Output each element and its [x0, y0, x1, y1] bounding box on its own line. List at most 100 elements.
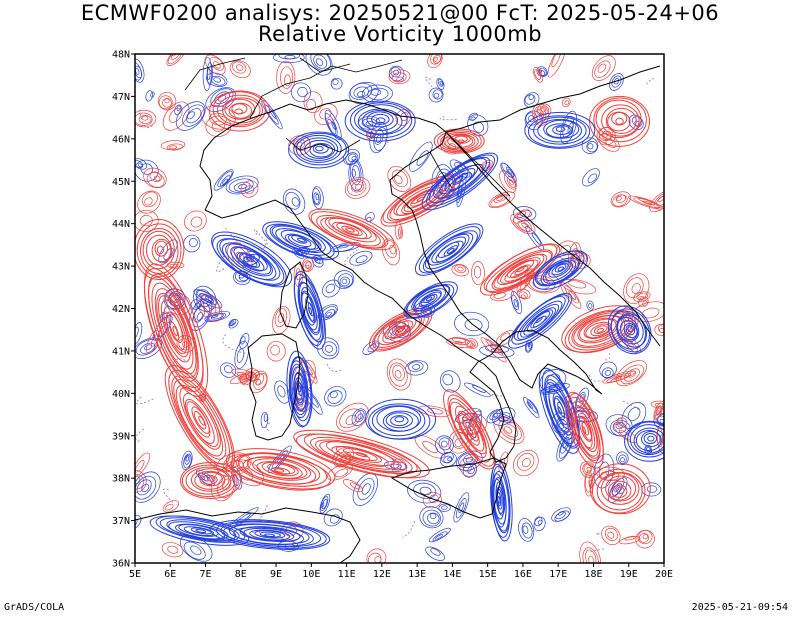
zero-contour: [224, 227, 242, 244]
positive-vorticity-cell: [561, 97, 571, 108]
negative-vorticity-cell: [273, 54, 305, 64]
negative-vorticity-cell: [524, 111, 596, 149]
zero-contour: [326, 363, 342, 372]
negative-vorticity-cell: [435, 435, 454, 455]
zero-contour: [258, 235, 267, 252]
zero-contour: [603, 334, 610, 349]
lat-tick-label: 40N: [112, 389, 130, 400]
zero-contour: [602, 353, 611, 361]
zero-contour: [139, 107, 153, 128]
negative-vorticity-cell: [522, 396, 540, 419]
positive-vorticity-cell: [610, 191, 631, 208]
sardinia-coastline: [247, 333, 301, 441]
positive-vorticity-cell: [336, 402, 369, 432]
coastlines-borders: [135, 57, 661, 563]
lon-tick-label: 11E: [338, 569, 356, 580]
lon-tick-label: 14E: [443, 569, 461, 580]
positive-vorticity-cell: [619, 535, 641, 545]
lat-tick-label: 36N: [112, 559, 130, 570]
negative-vorticity-cell: [183, 234, 201, 253]
lat-tick-label: 42N: [112, 304, 130, 315]
negative-vorticity-cell: [428, 527, 451, 543]
positive-vorticity-cell: [200, 105, 236, 130]
negative-vorticity-cell: [286, 350, 313, 428]
negative-vorticity-cell: [539, 369, 567, 392]
lat-tick-label: 44N: [112, 219, 130, 230]
negative-vorticity-cell: [624, 420, 664, 462]
negative-vorticity-cell: [202, 57, 213, 91]
positive-vorticity-cell: [135, 109, 157, 128]
positive-vorticity-cell: [623, 273, 650, 304]
lat-tick-label: 39N: [112, 431, 130, 442]
positive-vorticity-cell: [471, 261, 485, 285]
lon-tick-label: 10E: [302, 569, 320, 580]
zero-contour: [265, 422, 271, 432]
negative-vorticity-cell: [440, 370, 461, 393]
negative-vorticity-cell: [175, 101, 206, 131]
positive-vorticity-cell: [443, 389, 496, 470]
positive-vorticity-cell: [386, 358, 412, 391]
lon-tick-label: 15E: [479, 569, 497, 580]
corsica-coastline: [279, 261, 309, 329]
negative-vorticity-cell: [211, 231, 293, 288]
zero-contour: [439, 116, 458, 121]
positive-vorticity-cell: [225, 448, 336, 491]
negative-vorticity-cell: [425, 546, 446, 561]
positive-vorticity-cell: [308, 208, 395, 251]
positive-vorticity-cell: [601, 525, 621, 546]
negative-vorticity-cell: [524, 340, 533, 353]
positive-vorticity-cell: [135, 219, 185, 280]
negative-vorticity-cell: [343, 148, 361, 166]
italy-coastline: [204, 131, 603, 463]
negative-vorticity-cell: [508, 293, 573, 349]
footer-credit: GrADS/COLA: [4, 602, 65, 613]
lon-tick-label: 7E: [200, 569, 212, 580]
zero-contour: [622, 400, 641, 411]
negative-vorticity-cell: [181, 450, 193, 470]
negative-vorticity-cell: [551, 507, 572, 522]
zero-contour: [222, 334, 246, 354]
zero-contour: [257, 503, 269, 521]
negative-vorticity-cell: [190, 299, 202, 310]
positive-vorticity-cell: [561, 278, 597, 295]
zero-contour: [402, 520, 416, 538]
negative-vorticity-cell: [403, 281, 458, 319]
positive-vorticity-cell: [561, 305, 639, 354]
positive-vorticity-cell: [479, 243, 561, 296]
lon-tick-label: 8E: [235, 569, 247, 580]
lon-tick-label: 13E: [408, 569, 426, 580]
negative-vorticity-cell: [234, 340, 249, 369]
lon-tick-label: 18E: [584, 569, 602, 580]
positive-vorticity-cell: [589, 95, 651, 147]
negative-vorticity-cell: [500, 162, 517, 183]
negative-vorticity-cell: [317, 304, 338, 321]
negative-vorticity-cell: [225, 175, 259, 195]
positive-vorticity-cell: [635, 529, 655, 549]
lon-tick-label: 9E: [270, 569, 282, 580]
negative-vorticity-cell: [599, 361, 617, 379]
zero-contour: [343, 249, 358, 266]
negative-vorticity-cell: [324, 386, 347, 407]
negative-vorticity-cell: [312, 186, 324, 210]
positive-vorticity-cell: [616, 417, 628, 428]
positive-vorticity-cell: [272, 305, 291, 335]
negative-vorticity-cell: [365, 398, 437, 440]
zero-contour: [136, 396, 154, 405]
positive-vorticity-cell: [533, 67, 543, 83]
positive-vorticity-cell: [589, 463, 651, 515]
positive-vorticity-cell: [303, 91, 323, 113]
lat-tick-label: 45N: [112, 177, 130, 188]
positive-vorticity-cell: [184, 210, 207, 232]
positive-vorticity-cell: [579, 461, 596, 478]
negative-vorticity-cell: [330, 77, 343, 90]
negative-vorticity-cell: [149, 515, 250, 546]
balkan-coastline: [445, 131, 661, 347]
negative-vorticity-cell: [454, 311, 490, 337]
map-title: ECMWF0200 analisys: 20250521@00 FcT: 202…: [80, 1, 720, 25]
negative-vorticity-cell: [414, 223, 484, 276]
lat-tick-label: 43N: [112, 262, 130, 273]
negative-vorticity-cell: [467, 114, 489, 136]
negative-vorticity-cell: [453, 492, 470, 523]
positive-vorticity-cell: [633, 291, 651, 302]
